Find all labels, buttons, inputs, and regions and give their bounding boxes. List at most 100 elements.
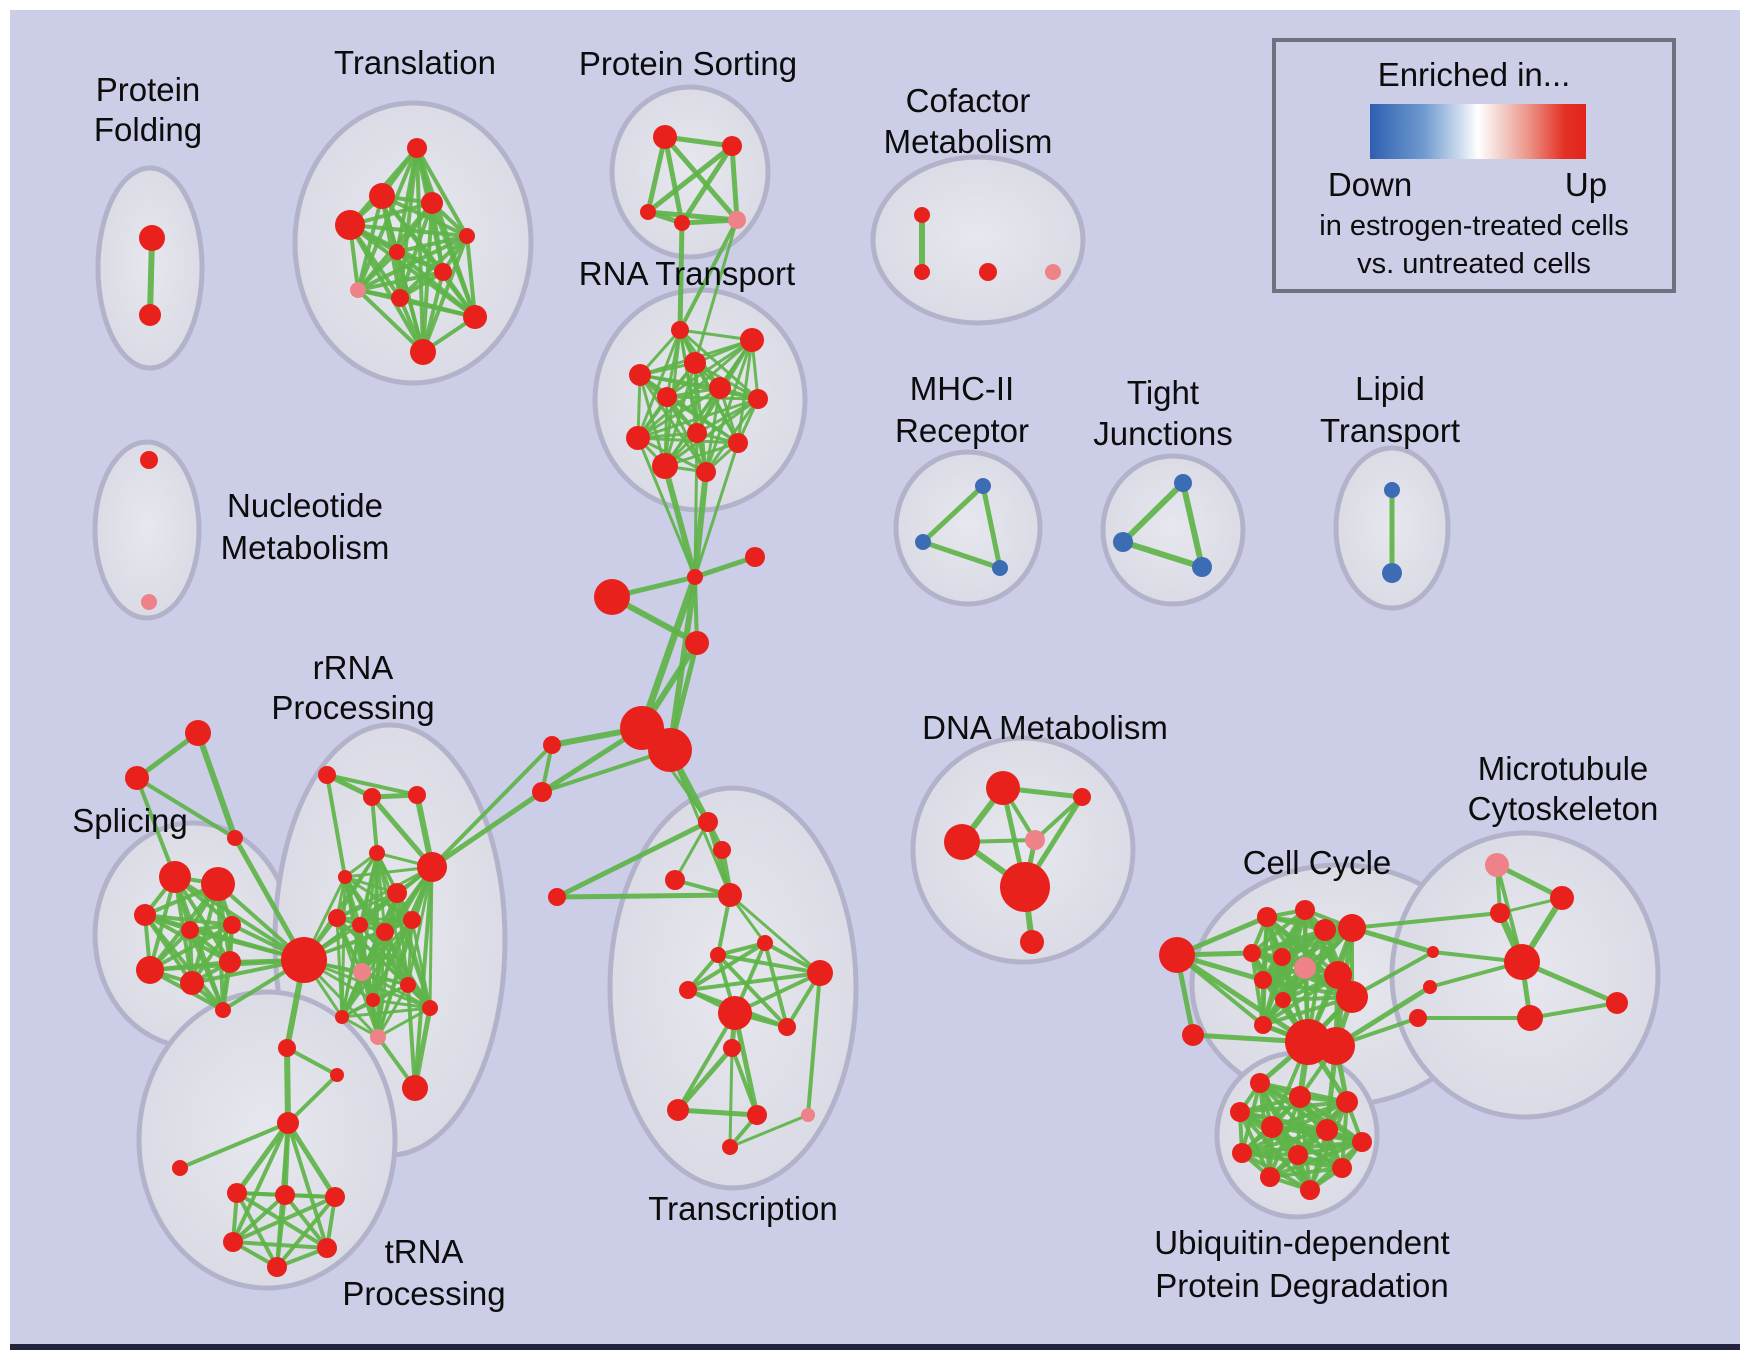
node-p2 — [532, 782, 552, 802]
edge-p2-b1 — [429, 789, 545, 870]
node-x1 — [698, 812, 718, 832]
node-r9 — [626, 426, 650, 450]
node-r10 — [728, 433, 748, 453]
edge-x1-x3 — [673, 820, 710, 882]
node-mt5 — [1423, 980, 1437, 994]
edge-s1-s5 — [662, 134, 740, 223]
edge-rr17-rr11 — [406, 983, 417, 1090]
edge-t4-t11 — [430, 201, 477, 319]
edge-ti-th — [178, 1121, 290, 1170]
edge-rr6-rr7 — [335, 891, 399, 920]
edge-r2-r5 — [665, 338, 754, 399]
node-x5 — [548, 888, 566, 906]
node-cc2 — [1295, 900, 1315, 920]
node-h2 — [648, 728, 692, 772]
edge-rr17-b1 — [413, 865, 434, 1090]
cluster-translation-label: Translation — [334, 44, 496, 81]
node-s5 — [728, 211, 746, 229]
edge-tb-te — [283, 1193, 329, 1250]
node-cc7 — [1324, 961, 1352, 989]
edge-r8-j1 — [693, 431, 699, 579]
node-q2 — [125, 766, 149, 790]
edge-rr10-pa — [360, 918, 414, 974]
node-rr7 — [328, 909, 346, 927]
node-u12 — [1300, 1180, 1320, 1200]
node-u7 — [1352, 1132, 1372, 1152]
node-m1 — [685, 631, 709, 655]
node-n1 — [140, 451, 158, 469]
edge-x5-x1 — [554, 819, 711, 900]
cluster-microtubule-cytoskeleton-label: Cytoskeleton — [1468, 790, 1659, 827]
node-t7 — [434, 263, 452, 281]
node-x2 — [713, 841, 731, 859]
node-lp1 — [1384, 482, 1400, 498]
node-c2 — [914, 264, 930, 280]
node-u5 — [1261, 1116, 1283, 1138]
node-pa — [353, 963, 371, 981]
node-cc6 — [1273, 948, 1291, 966]
edge-rr2-b1 — [369, 794, 435, 870]
edge-rr10-rr12 — [410, 918, 432, 1010]
node-mt7 — [1606, 992, 1628, 1014]
edge-t9-t11 — [398, 296, 477, 319]
edge-rr10-rr13 — [340, 918, 414, 1019]
edge-d2-d4 — [1033, 795, 1084, 842]
node-x10 — [718, 996, 752, 1030]
cluster-tight-junctions-label: Junctions — [1093, 415, 1232, 452]
edge-rr16-th — [286, 1073, 339, 1125]
node-sp8 — [219, 951, 241, 973]
edge-b1-rr7 — [335, 865, 434, 920]
node-te — [317, 1238, 337, 1258]
edge-ccl-cc11 — [1175, 953, 1265, 1027]
edge-sp3-sp5 — [143, 913, 234, 927]
node-th — [277, 1112, 299, 1134]
node-r7 — [748, 389, 768, 409]
node-x13 — [667, 1099, 689, 1121]
node-t2 — [369, 183, 395, 209]
node-tj2 — [1113, 532, 1133, 552]
node-b1 — [417, 852, 447, 882]
node-mt8 — [1409, 1009, 1427, 1027]
node-rr2 — [363, 788, 381, 806]
edge-x6-x7 — [716, 941, 767, 957]
node-td — [223, 1232, 243, 1252]
node-ccp — [1294, 957, 1316, 979]
edge-mh1-mh3 — [980, 483, 1003, 571]
edge-mt6-mt7 — [1528, 1001, 1619, 1020]
node-u1 — [1250, 1073, 1270, 1093]
node-mh3 — [992, 560, 1008, 576]
cluster-protein-sorting-label: Protein Sorting — [579, 45, 797, 82]
edge-tj2-tj3 — [1120, 539, 1205, 570]
node-c3 — [979, 263, 997, 281]
cluster-ubiquitin-degradation-label: Ubiquitin-dependent — [1154, 1224, 1449, 1261]
edge-x5-x4 — [554, 892, 733, 900]
node-l1 — [594, 579, 630, 615]
node-d6 — [1020, 930, 1044, 954]
edge-th-te — [286, 1121, 329, 1250]
edge-t2-t8 — [356, 194, 384, 292]
node-t10 — [410, 339, 436, 365]
edge-s2-s5 — [729, 143, 740, 223]
node-tj1 — [1174, 474, 1192, 492]
cluster-cell-cycle-label: Cell Cycle — [1243, 844, 1392, 881]
edge-tc-td — [231, 1195, 337, 1244]
node-rr10 — [403, 911, 421, 929]
node-q3 — [227, 830, 243, 846]
edge-tj1-tj2 — [1120, 480, 1186, 545]
node-u6 — [1316, 1119, 1338, 1141]
node-ta — [227, 1183, 247, 1203]
edge-th-ta — [234, 1120, 291, 1196]
node-x12 — [723, 1039, 741, 1057]
node-x15 — [801, 1108, 815, 1122]
edge-x13-x10 — [676, 1011, 737, 1112]
node-cc1 — [1257, 907, 1277, 927]
edge-rr2-rr4 — [370, 795, 379, 855]
edge-sp5-sp6 — [148, 923, 234, 972]
edge-b1-rr11 — [406, 865, 434, 987]
edge-mt4-cc4 — [1349, 925, 1436, 955]
edge-r6-r9 — [636, 386, 722, 440]
node-r3 — [684, 352, 706, 374]
cluster-lipid-transport-label: Lipid — [1355, 370, 1425, 407]
node-rr8 — [352, 917, 368, 933]
edge-tj1-tj3 — [1180, 480, 1205, 570]
